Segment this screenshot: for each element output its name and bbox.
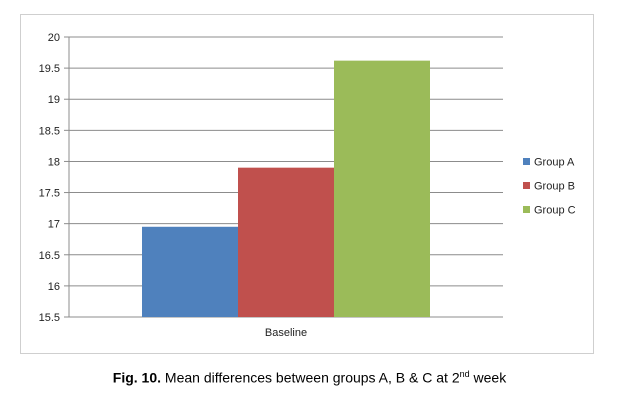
caption-text: Mean differences between groups A, B & C… — [161, 369, 460, 386]
bar-group-a — [142, 226, 238, 317]
legend-label: Group A — [534, 157, 575, 169]
figure-caption: Fig. 10. Mean differences between groups… — [0, 369, 619, 386]
y-tick-label: 17.5 — [39, 188, 60, 200]
figure-label: Fig. 10. — [112, 369, 162, 386]
legend-label: Group B — [534, 181, 575, 193]
y-axis-ticks: 20 19.5 19 18.5 18 17.5 17 16.5 16 15.5 — [39, 32, 60, 324]
y-tick-label: 20 — [48, 32, 60, 44]
y-tick-label: 19.5 — [39, 63, 60, 75]
caption-superscript: nd — [459, 369, 470, 379]
y-tick-label: 19 — [48, 94, 60, 106]
y-tick-label: 16.5 — [39, 250, 60, 262]
caption-text-end: week — [469, 369, 507, 386]
legend: Group A Group B Group C — [523, 157, 576, 217]
legend-swatch — [523, 206, 530, 213]
legend-swatch — [523, 158, 530, 165]
bar-group-b — [238, 167, 334, 317]
y-tick-label: 18 — [48, 156, 60, 168]
y-tick-label: 15.5 — [39, 312, 60, 324]
y-tick-label: 17 — [48, 219, 60, 231]
legend-label: Group C — [534, 205, 576, 217]
bar-group-c — [334, 60, 430, 318]
chart-frame: 20 19.5 19 18.5 18 17.5 17 16.5 16 15.5 Baseline … — [20, 14, 594, 354]
y-tick-label: 18.5 — [39, 125, 60, 137]
x-axis-ticks: Baseline — [265, 327, 307, 339]
y-tick-label: 16 — [48, 281, 60, 293]
legend-swatch — [523, 182, 530, 189]
x-tick-label: Baseline — [265, 327, 307, 339]
bars — [142, 60, 430, 318]
